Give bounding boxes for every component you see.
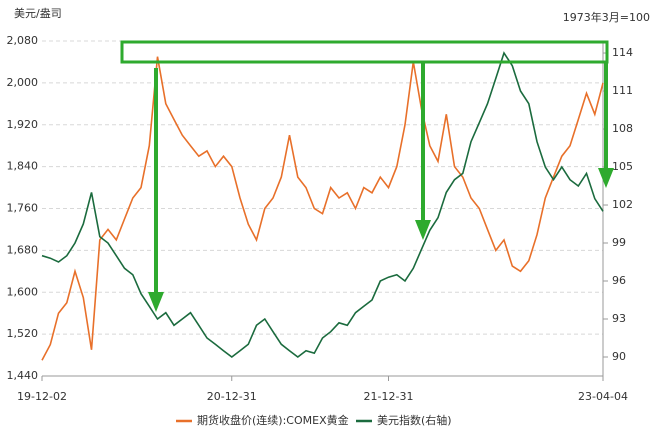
y2-axis-label: 1973年3月=100 (563, 10, 650, 24)
x-tick-label: 21-12-31 (364, 390, 414, 403)
arrow (415, 62, 431, 240)
y-tick-label: 1,440 (7, 369, 39, 382)
y-tick-label: 1,920 (7, 118, 39, 131)
annotations (120, 40, 614, 312)
highlight-box (120, 40, 609, 64)
y-tick-label: 1,840 (7, 160, 39, 173)
x-tick-label: 20-12-31 (207, 390, 257, 403)
y2-tick-label: 105 (612, 160, 633, 173)
x-tick-label: 23-04-04 (578, 390, 628, 403)
arrow (598, 62, 614, 188)
y2-tick-label: 102 (612, 198, 633, 211)
y2-tick-label: 99 (612, 236, 626, 249)
y-tick-label: 1,600 (7, 285, 39, 298)
series-line (41, 56, 604, 361)
y2-tick-label: 108 (612, 122, 633, 135)
y-tick-label: 2,080 (7, 34, 39, 47)
arrow (148, 68, 164, 312)
series-line (41, 51, 604, 359)
y-tick-label: 1,520 (7, 327, 39, 340)
x-tick-label: 19-12-02 (17, 390, 67, 403)
y2-tick-label: 114 (612, 46, 633, 59)
y-tick-label: 1,680 (7, 243, 39, 256)
y-tick-label: 1,760 (7, 202, 39, 215)
y2-tick-label: 96 (612, 274, 626, 287)
y-tick-label: 2,000 (7, 76, 39, 89)
legend-label: 美元指数(右轴) (377, 413, 452, 427)
y2-tick-label: 93 (612, 312, 626, 325)
y-axis-label: 美元/盎司 (14, 6, 62, 20)
y2-tick-label: 111 (612, 84, 633, 97)
legend-label: 期货收盘价(连续):COMEX黄金 (197, 413, 349, 427)
y2-tick-label: 90 (612, 350, 626, 363)
